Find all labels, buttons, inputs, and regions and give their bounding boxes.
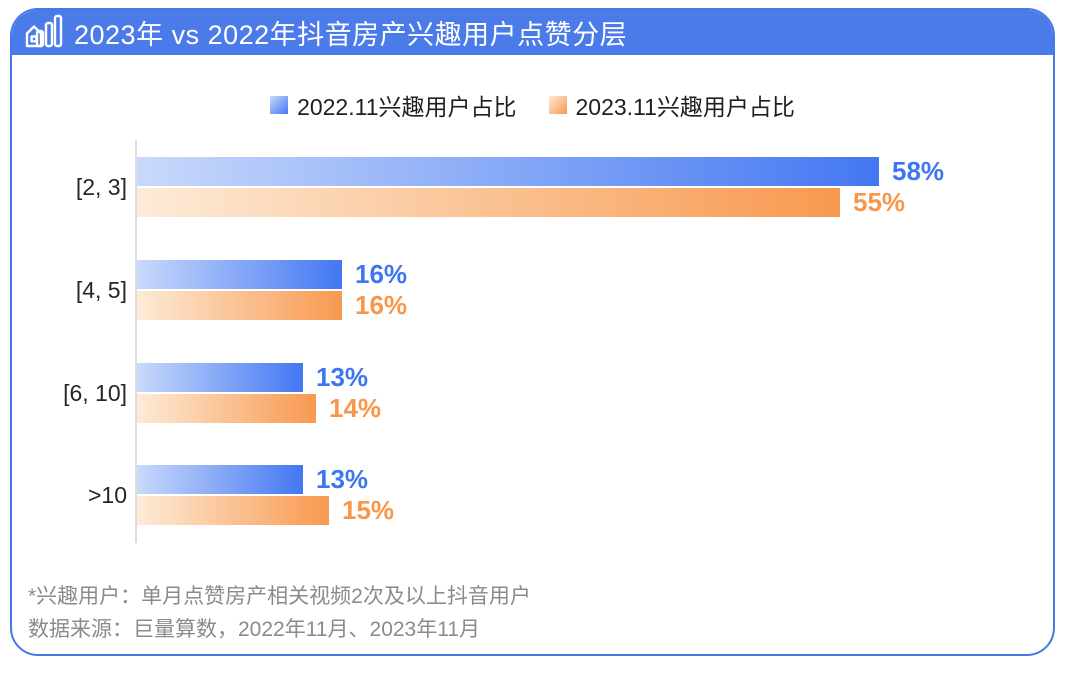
bar-chart: [2, 3] 58% 55% [4, 5] 16% 16% [6, 10] 13% 14% >10…	[12, 135, 1053, 555]
legend-item-2023: 2023.11兴趣用户占比	[548, 88, 795, 122]
legend-item-2022: 2022.11兴趣用户占比	[270, 88, 517, 122]
footnote-definition: *兴趣用户：单月点赞房产相关视频2次及以上抖音用户	[28, 585, 531, 608]
bar-2023-1	[137, 291, 342, 320]
bar-2022-2	[137, 363, 303, 392]
bar-2023-0	[137, 188, 840, 217]
value-label-2023-2: 14%	[329, 393, 382, 423]
house-bar-chart-icon	[24, 14, 64, 52]
legend-swatch-2022	[270, 96, 289, 114]
legend: 2022.11兴趣用户占比 2023.11兴趣用户占比	[12, 88, 1053, 122]
value-label-2023-1: 16%	[355, 290, 408, 320]
category-label-3: >10	[87, 481, 127, 508]
bar-2023-2	[137, 394, 316, 423]
y-axis-line	[135, 140, 137, 543]
bar-2022-1	[137, 260, 342, 289]
page-title: 2023年 vs 2022年抖音房产兴趣用户点赞分层	[74, 20, 628, 50]
value-label-2022-3: 13%	[316, 464, 369, 494]
category-label-1: [4, 5]	[75, 276, 127, 303]
value-label-2022-0: 58%	[892, 156, 945, 186]
value-label-2022-2: 13%	[316, 362, 369, 392]
bar-2022-0	[137, 157, 879, 186]
category-label-2: [6, 10]	[63, 379, 127, 406]
value-label-2023-0: 55%	[853, 187, 906, 217]
legend-swatch-2023	[548, 96, 567, 114]
legend-label-2022: 2022.11兴趣用户占比	[297, 94, 517, 120]
legend-label-2023: 2023.11兴趣用户占比	[575, 94, 795, 120]
chart-header: 2023年 vs 2022年抖音房产兴趣用户点赞分层	[12, 10, 1053, 55]
bar-2022-3	[137, 465, 303, 494]
value-label-2023-3: 15%	[342, 495, 395, 525]
footnote-source: 数据来源：巨量算数，2022年11月、2023年11月	[28, 618, 481, 641]
value-label-2022-1: 16%	[355, 259, 408, 289]
chart-card: 2023年 vs 2022年抖音房产兴趣用户点赞分层 2022.11兴趣用户占比…	[10, 8, 1055, 656]
footnotes: *兴趣用户：单月点赞房产相关视频2次及以上抖音用户 数据来源：巨量算数，2022…	[28, 580, 1037, 646]
category-label-0: [2, 3]	[75, 173, 127, 200]
bar-2023-3	[137, 496, 329, 525]
